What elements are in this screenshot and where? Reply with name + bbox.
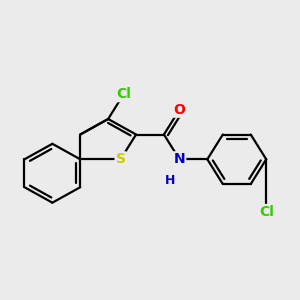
Text: Cl: Cl xyxy=(259,205,274,219)
Text: O: O xyxy=(173,103,185,117)
Text: N: N xyxy=(174,152,185,166)
Text: H: H xyxy=(165,175,175,188)
Text: Cl: Cl xyxy=(116,87,131,101)
Text: S: S xyxy=(116,152,126,166)
